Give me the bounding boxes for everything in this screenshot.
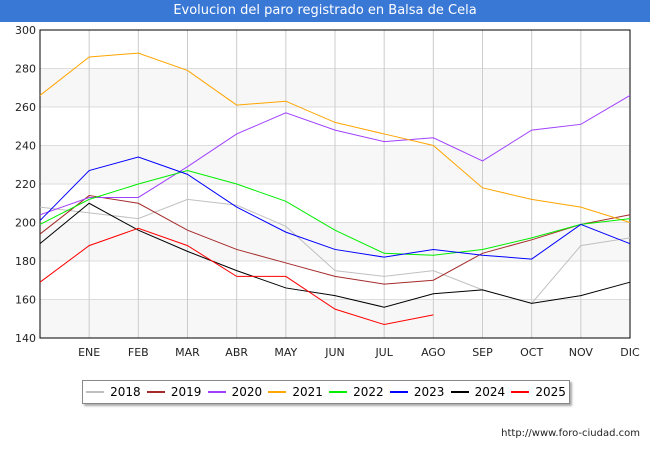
legend-item-2021: 2021: [268, 385, 323, 399]
series-line-2020: [39, 95, 631, 216]
legend-item-2024: 2024: [450, 385, 506, 399]
legend-label: 2021: [292, 385, 323, 399]
y-tick-label: 180: [15, 255, 36, 268]
legend-swatch: [389, 391, 408, 393]
x-tick-label: JUN: [324, 346, 345, 359]
legend-swatch: [146, 391, 165, 393]
y-tick-label: 220: [15, 178, 36, 191]
legend-item-2018: 2018: [86, 385, 141, 399]
x-tick-label: OCT: [520, 346, 543, 359]
x-tick-label: MAR: [175, 346, 200, 359]
y-tick-label: 200: [15, 217, 36, 230]
y-tick-label: 300: [15, 24, 36, 37]
series-line-2023: [39, 156, 631, 260]
legend-item-2023: 2023: [389, 385, 445, 399]
legend-item-2025: 2025: [511, 385, 566, 399]
legend-swatch: [86, 391, 105, 393]
legend-item-2020: 2020: [207, 385, 263, 399]
legend-swatch: [511, 391, 530, 393]
series-line-2021: [39, 52, 631, 223]
legend-label: 2020: [231, 385, 263, 399]
legend-swatch: [329, 391, 348, 393]
x-tick-label: ENE: [78, 346, 100, 359]
x-tick-label: AGO: [421, 346, 446, 359]
x-tick-label: NOV: [569, 346, 594, 359]
legend-label: 2024: [474, 385, 506, 399]
series-line-2024: [39, 202, 631, 308]
y-tick-label: 160: [15, 294, 36, 307]
legend-label: 2025: [535, 385, 566, 399]
legend-label: 2018: [110, 385, 141, 399]
chart-title: Evolucion del paro registrado en Balsa d…: [0, 0, 650, 22]
x-tick-label: DIC: [620, 346, 640, 359]
series-line-2019: [39, 195, 631, 285]
x-tick-label: ABR: [225, 346, 248, 359]
x-tick-label: FEB: [128, 346, 149, 359]
series-line-2025: [39, 227, 434, 326]
legend-swatch: [268, 391, 287, 393]
series-line-2022: [39, 170, 631, 256]
legend-label: 2022: [353, 385, 384, 399]
y-tick-label: 140: [15, 332, 36, 345]
x-tick-label: JUL: [374, 346, 393, 359]
x-tick-label: MAY: [274, 346, 297, 359]
y-tick-label: 280: [15, 63, 36, 76]
legend-label: 2023: [413, 385, 445, 399]
legend-label: 2019: [170, 385, 202, 399]
legend-item-2019: 2019: [146, 385, 202, 399]
x-tick-label: SEP: [472, 346, 493, 359]
legend: 2018 2019 2020 2021 2022 2023 2024 2025: [82, 380, 570, 404]
plot-border: [39, 29, 631, 339]
source-url: http://www.foro-ciudad.com: [501, 428, 640, 439]
y-tick-label: 260: [15, 101, 36, 114]
y-tick-label: 240: [15, 140, 36, 153]
legend-item-2022: 2022: [329, 385, 384, 399]
legend-swatch: [450, 391, 469, 393]
legend-swatch: [207, 391, 226, 393]
